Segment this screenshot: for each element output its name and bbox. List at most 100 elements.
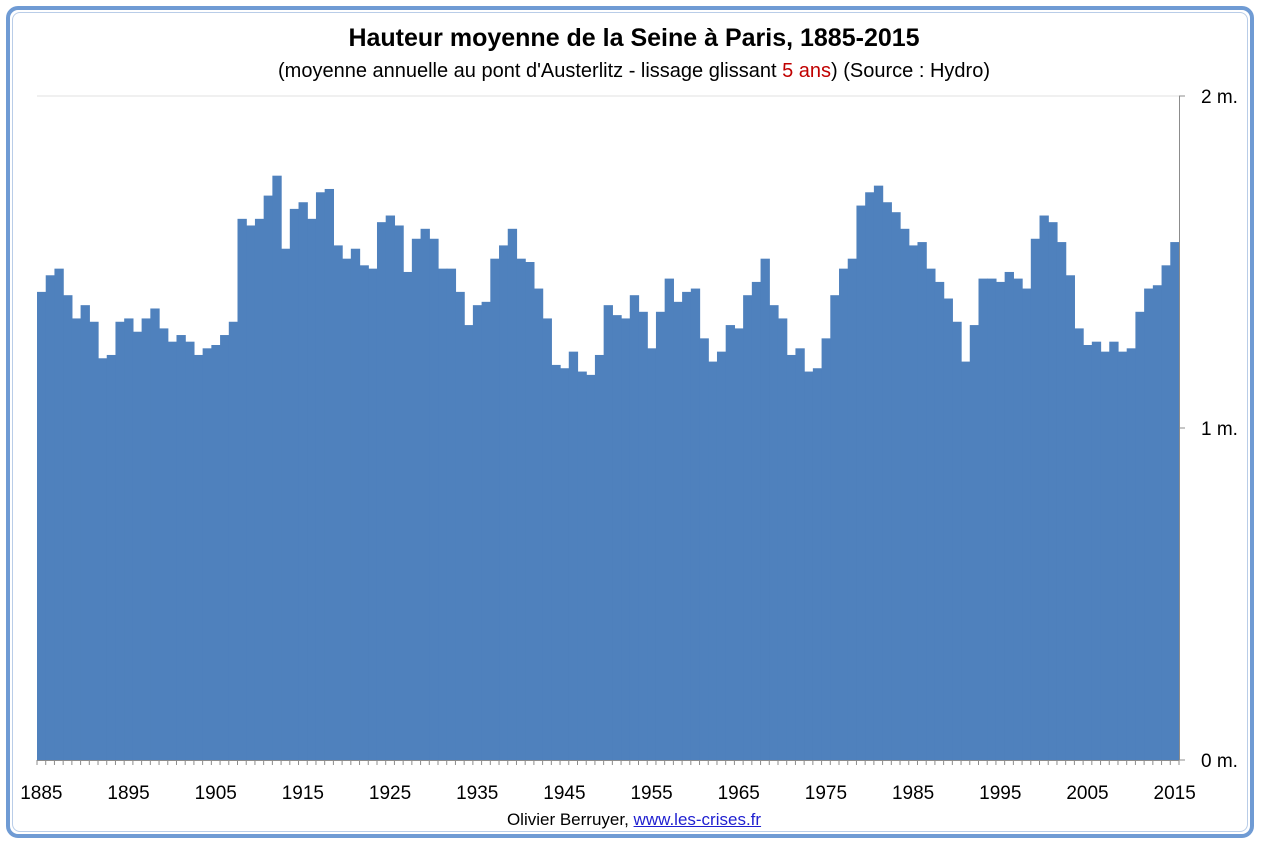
chart-frame-inner xyxy=(12,12,1248,832)
bar-1935 xyxy=(472,305,483,760)
bar-1894 xyxy=(115,321,125,760)
bar-1976 xyxy=(830,295,840,760)
bar-1924 xyxy=(376,222,387,760)
bar-1925 xyxy=(385,215,396,760)
bar-1996 xyxy=(1004,271,1014,760)
bar-1915 xyxy=(298,202,308,761)
bar-1908 xyxy=(237,218,247,761)
bar-1905 xyxy=(211,345,221,760)
bar-1985 xyxy=(908,245,919,760)
subtitle-suffix: ) (Source : Hydro) xyxy=(831,60,990,82)
bar-2008 xyxy=(1109,341,1119,760)
bar-1940 xyxy=(516,258,526,760)
bar-1989 xyxy=(943,298,953,760)
subtitle-highlight: 5 ans xyxy=(782,60,832,82)
bar-1930 xyxy=(429,238,439,760)
bar-1992 xyxy=(969,325,980,760)
bar-1949 xyxy=(594,354,605,760)
bar-1969 xyxy=(769,305,779,760)
bar-1911 xyxy=(263,195,273,761)
bar-1943 xyxy=(542,318,552,760)
bar-1955 xyxy=(647,348,657,760)
bar-1933 xyxy=(455,291,465,760)
bar-2012 xyxy=(1144,288,1154,760)
bar-1979 xyxy=(856,205,866,760)
bar-1922 xyxy=(359,265,369,760)
labels-group: 0 m. 1 m. 2 m. 1885 1895 1905 1915 1925 1935 1945… xyxy=(20,87,1238,804)
bar-1903 xyxy=(193,354,204,760)
bar-1919 xyxy=(333,245,343,760)
bar-2010 xyxy=(1126,348,1137,760)
bar-2001 xyxy=(1048,222,1058,760)
bar-1998 xyxy=(1022,288,1032,760)
bar-1910 xyxy=(254,218,265,761)
bar-1956 xyxy=(655,311,666,760)
bar-2000 xyxy=(1039,215,1049,760)
bar-1961 xyxy=(699,338,709,760)
bar-1971 xyxy=(786,354,797,760)
bar-1931 xyxy=(438,268,448,760)
bar-1932 xyxy=(446,268,457,760)
bar-1944 xyxy=(551,364,561,760)
bar-1921 xyxy=(350,248,361,760)
bar-1957 xyxy=(664,278,674,760)
bar-1968 xyxy=(760,258,770,760)
bar-1934 xyxy=(464,325,474,760)
bar-1975 xyxy=(821,338,831,760)
x-tick-label: 2005 xyxy=(1066,783,1108,804)
bar-1953 xyxy=(629,295,640,760)
bar-1986 xyxy=(917,242,927,760)
bar-1970 xyxy=(777,318,788,760)
subtitle-prefix: (moyenne annuelle au pont d'Austerlitz -… xyxy=(278,60,783,82)
bar-1947 xyxy=(577,371,587,760)
bar-1981 xyxy=(873,185,884,760)
bar-2014 xyxy=(1161,265,1171,760)
chart-subtitle: (moyenne annuelle au pont d'Austerlitz -… xyxy=(0,60,1268,83)
bars-group xyxy=(37,175,1180,761)
bar-1980 xyxy=(865,192,875,760)
bar-1994 xyxy=(987,278,997,760)
bar-1974 xyxy=(812,368,823,760)
bar-1965 xyxy=(734,328,744,760)
x-tick-label: 1955 xyxy=(630,783,672,804)
bar-1952 xyxy=(621,318,631,760)
bar-1982 xyxy=(882,202,892,761)
bar-2006 xyxy=(1091,341,1102,760)
bar-1988 xyxy=(934,281,945,760)
axes-group xyxy=(36,95,1185,765)
bar-1938 xyxy=(499,245,509,760)
bar-1927 xyxy=(403,271,413,760)
bar-1890 xyxy=(80,305,90,760)
bar-1990 xyxy=(952,321,962,760)
bar-1898 xyxy=(150,308,160,760)
bar-1941 xyxy=(525,262,535,760)
x-tick-label: 2015 xyxy=(1154,783,1196,804)
bar-2011 xyxy=(1135,311,1145,760)
x-tick-label: 1965 xyxy=(718,783,760,804)
bar-1904 xyxy=(202,348,212,760)
bar-1901 xyxy=(176,335,186,760)
x-tick-label: 1895 xyxy=(107,783,149,804)
y-tick-label: 1 m. xyxy=(1201,419,1238,440)
bar-1926 xyxy=(394,225,404,761)
bar-1896 xyxy=(132,331,143,760)
bar-1889 xyxy=(71,318,82,760)
x-tick-label: 1995 xyxy=(979,783,1021,804)
bar-1928 xyxy=(411,238,422,760)
bar-1958 xyxy=(673,301,683,760)
bar-1993 xyxy=(978,278,988,760)
bar-1997 xyxy=(1013,278,1023,760)
x-tick-label: 1925 xyxy=(369,783,411,804)
footer: Olivier Berruyer, www.les-crises.fr xyxy=(0,810,1268,830)
bar-1963 xyxy=(716,351,727,760)
bar-1917 xyxy=(315,192,326,760)
x-tick-label: 1945 xyxy=(543,783,585,804)
bar-1929 xyxy=(420,228,430,761)
x-tick-label: 1905 xyxy=(195,783,237,804)
y-tick-label: 0 m. xyxy=(1201,751,1238,772)
bar-2005 xyxy=(1083,345,1093,760)
bar-1978 xyxy=(847,258,858,760)
bar-1942 xyxy=(533,288,544,760)
footer-link[interactable]: www.les-crises.fr xyxy=(633,810,762,829)
bar-1991 xyxy=(961,361,971,760)
